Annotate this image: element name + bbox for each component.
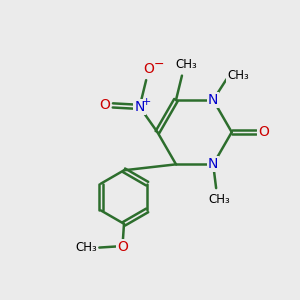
Text: O: O xyxy=(99,98,110,112)
Text: O: O xyxy=(258,125,269,139)
Text: −: − xyxy=(153,58,164,71)
Text: N: N xyxy=(208,93,218,107)
Text: O: O xyxy=(144,62,154,76)
Text: +: + xyxy=(141,97,151,106)
Text: CH₃: CH₃ xyxy=(208,193,230,206)
Text: CH₃: CH₃ xyxy=(75,241,97,254)
Text: O: O xyxy=(117,240,128,254)
Text: CH₃: CH₃ xyxy=(227,69,249,82)
Text: CH₃: CH₃ xyxy=(176,58,197,71)
Text: N: N xyxy=(134,100,145,114)
Text: N: N xyxy=(208,157,218,171)
